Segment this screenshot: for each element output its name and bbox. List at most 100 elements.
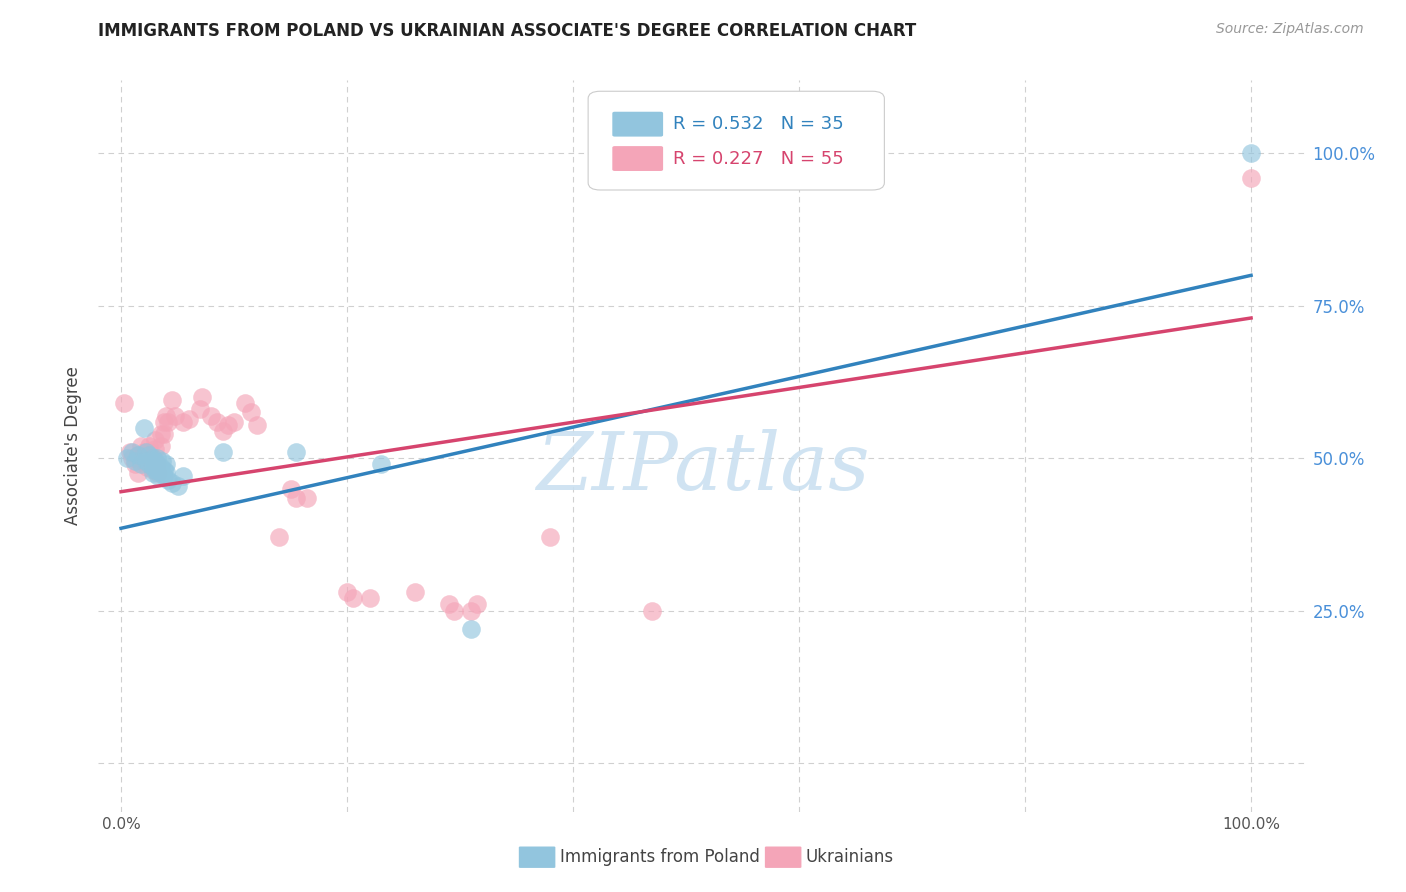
Point <box>138 458 160 472</box>
Point <box>135 454 157 468</box>
Point <box>148 467 170 481</box>
Point <box>131 458 153 472</box>
Point <box>138 445 160 459</box>
Point <box>155 409 177 423</box>
Point <box>460 622 482 636</box>
Point <box>1240 146 1263 161</box>
Point <box>135 451 157 466</box>
Point <box>172 469 194 483</box>
Point <box>153 463 176 477</box>
Point <box>124 454 146 468</box>
Point <box>157 473 180 487</box>
Point <box>460 604 482 618</box>
Point <box>143 463 166 477</box>
Point <box>370 458 392 472</box>
Y-axis label: Associate's Degree: Associate's Degree <box>65 367 83 525</box>
Point <box>148 469 170 483</box>
Point <box>233 396 256 410</box>
Point <box>200 409 222 423</box>
Point <box>115 451 138 466</box>
Point <box>142 463 165 477</box>
Point <box>211 445 233 459</box>
Point <box>191 390 214 404</box>
Point <box>641 604 664 618</box>
Text: ZIPatlas: ZIPatlas <box>536 429 870 507</box>
Point <box>404 585 426 599</box>
Point <box>127 467 149 481</box>
Point <box>153 469 176 483</box>
Point <box>342 591 364 606</box>
Point <box>160 393 183 408</box>
Point <box>124 458 146 472</box>
FancyBboxPatch shape <box>588 91 884 190</box>
Point <box>127 448 149 462</box>
Point <box>132 445 155 459</box>
Point <box>150 454 173 468</box>
Text: R = 0.532   N = 35: R = 0.532 N = 35 <box>673 115 844 133</box>
Text: Source: ZipAtlas.com: Source: ZipAtlas.com <box>1216 22 1364 37</box>
FancyBboxPatch shape <box>613 112 664 136</box>
Point <box>127 448 149 462</box>
Point <box>211 424 233 438</box>
Point <box>146 458 169 472</box>
Point <box>359 591 381 606</box>
Text: R = 0.227   N = 55: R = 0.227 N = 55 <box>673 150 844 168</box>
Point <box>135 445 157 459</box>
Point <box>285 445 308 459</box>
Point <box>280 482 302 496</box>
Point <box>132 421 155 435</box>
Point <box>146 463 169 477</box>
Point <box>146 451 169 466</box>
Point <box>157 415 180 429</box>
Point <box>121 445 143 459</box>
Point <box>112 396 135 410</box>
Text: Immigrants from Poland: Immigrants from Poland <box>560 848 759 866</box>
Point <box>297 491 319 505</box>
Point <box>143 454 166 468</box>
Point <box>143 433 166 447</box>
Point <box>138 439 160 453</box>
Point <box>155 458 177 472</box>
Point <box>142 467 165 481</box>
Point <box>139 451 162 466</box>
Point <box>132 454 155 468</box>
Point <box>149 460 172 475</box>
Point <box>437 598 460 612</box>
Point <box>165 409 187 423</box>
Point <box>160 475 183 490</box>
Point <box>166 478 188 492</box>
Point <box>443 604 465 618</box>
Point <box>240 405 263 419</box>
Point <box>155 465 177 479</box>
Point <box>120 445 142 459</box>
Point <box>146 458 169 472</box>
Point <box>172 415 194 429</box>
Point <box>143 442 166 456</box>
Point <box>217 417 239 432</box>
Text: IMMIGRANTS FROM POLAND VS UKRAINIAN ASSOCIATE'S DEGREE CORRELATION CHART: IMMIGRANTS FROM POLAND VS UKRAINIAN ASSO… <box>98 22 917 40</box>
Point <box>142 458 165 472</box>
Point <box>538 530 561 544</box>
Point <box>222 415 245 429</box>
Point <box>149 426 172 441</box>
Point <box>121 451 143 466</box>
Point <box>177 411 200 425</box>
Point <box>138 448 160 462</box>
Point <box>285 491 308 505</box>
Point <box>149 439 172 453</box>
Point <box>246 417 269 432</box>
Point <box>188 402 211 417</box>
Point <box>153 415 176 429</box>
Point <box>153 426 176 441</box>
Point <box>142 460 165 475</box>
Point <box>149 467 172 481</box>
Point <box>1240 170 1263 185</box>
Point <box>131 439 153 453</box>
Point <box>465 598 488 612</box>
Point <box>269 530 291 544</box>
Text: Ukrainians: Ukrainians <box>806 848 894 866</box>
Point <box>336 585 359 599</box>
FancyBboxPatch shape <box>613 146 664 171</box>
Point <box>136 460 159 475</box>
Point <box>142 451 165 466</box>
